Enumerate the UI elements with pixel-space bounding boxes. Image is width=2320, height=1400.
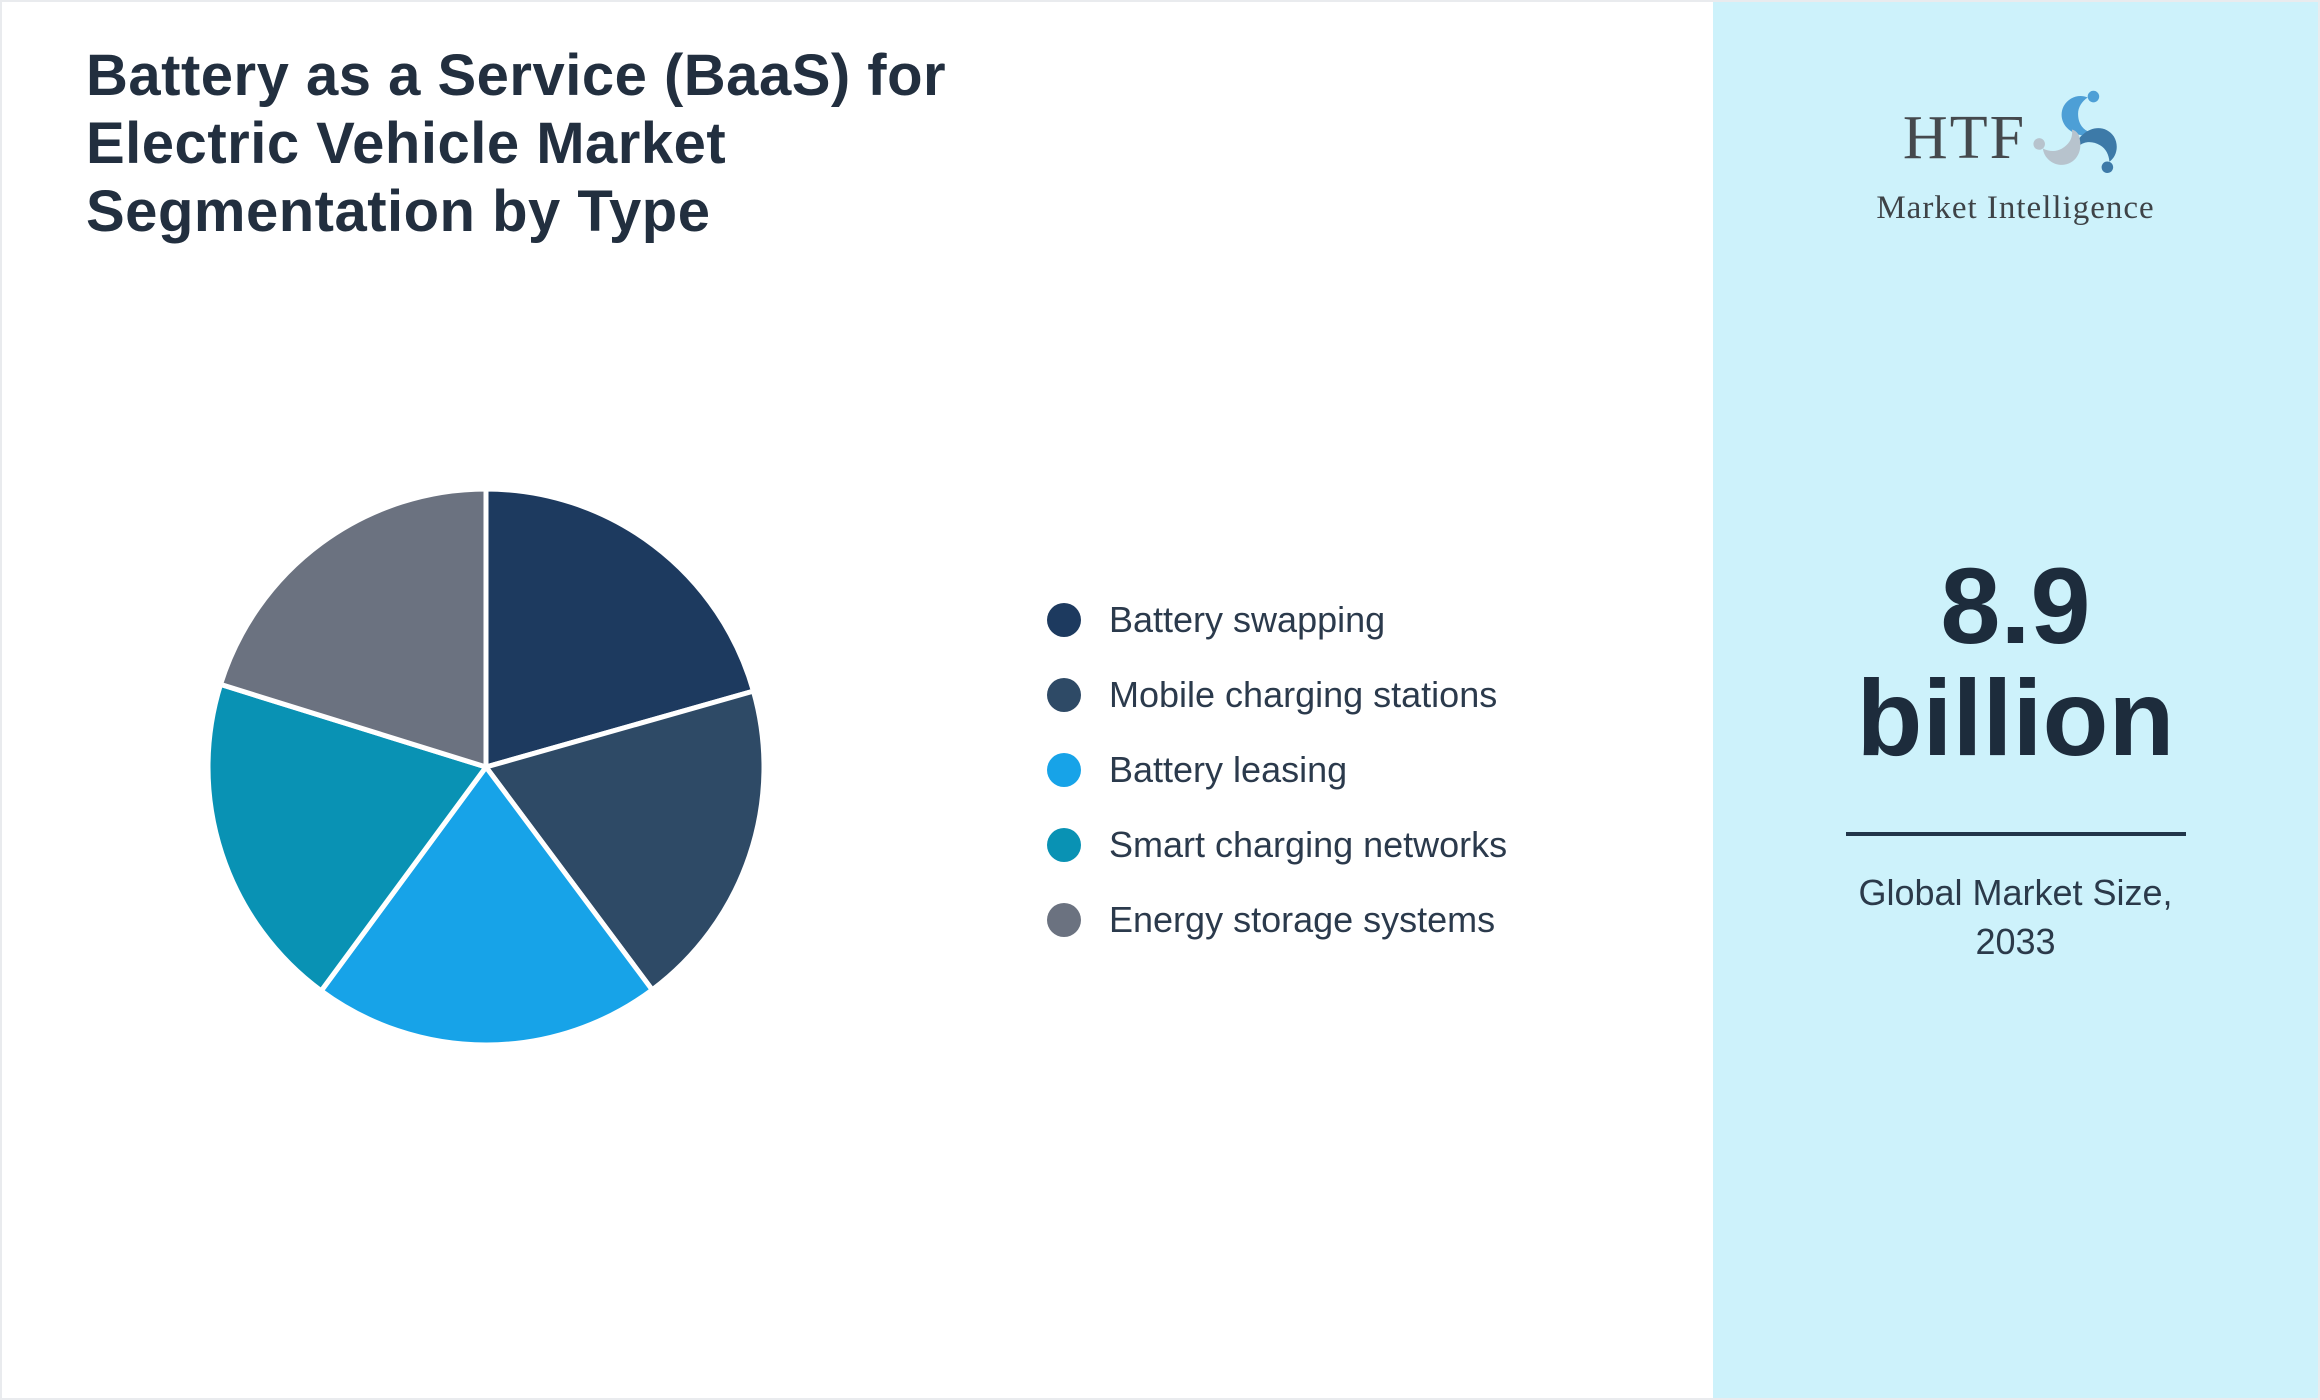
page-title: Battery as a Service (BaaS) for Electric… — [86, 43, 947, 244]
pie-slice-1 — [483, 486, 756, 770]
market-size-value: 8.9 billion — [1713, 550, 2318, 774]
legend-item: Smart charging networks — [1047, 807, 1507, 882]
htf-logo-subtext: Market Intelligence — [1876, 190, 2155, 226]
legend-item: Energy storage systems — [1047, 882, 1507, 957]
caption-line-2: 2033 — [1975, 921, 2056, 962]
legend-item-label: Mobile charging stations — [1109, 673, 1498, 715]
swirl-figure-top — [2061, 90, 2100, 136]
legend-swatch-icon — [1047, 752, 1081, 787]
market-size-divider — [1845, 832, 2186, 836]
pie-slice-2 — [483, 688, 767, 993]
legend: Battery swapping Mobile charging stations… — [1047, 582, 1507, 957]
legend-item-label: Energy storage systems — [1109, 898, 1496, 940]
htf-logo: HTF Market Intelligence — [1713, 90, 2318, 227]
market-size-value-unit: billion — [1856, 657, 2175, 778]
legend-swatch-icon — [1047, 677, 1081, 712]
legend-item: Mobile charging stations — [1047, 657, 1507, 732]
swirl-figure-right — [2078, 128, 2117, 173]
sidebar: HTF Market Intelligence — [1713, 2, 2318, 1398]
pie-slice-4 — [205, 681, 489, 994]
htf-logo-swirl-icon — [2033, 90, 2117, 173]
pie-slice-3 — [318, 764, 655, 1048]
legend-swatch-icon — [1047, 827, 1081, 862]
legend-item: Battery leasing — [1047, 732, 1507, 807]
htf-logo-row: HTF — [1903, 90, 2128, 186]
legend-swatch-icon — [1047, 602, 1081, 637]
htf-logo-text: HTF — [1902, 104, 2027, 172]
legend-item-label: Battery leasing — [1109, 748, 1348, 790]
market-size-value-number: 8.9 — [1940, 545, 2091, 666]
pie-slice-5 — [218, 486, 489, 770]
pie-chart — [205, 486, 767, 1048]
legend-swatch-icon — [1047, 902, 1081, 937]
legend-item: Battery swapping — [1047, 582, 1507, 657]
swirl-figure-left — [2033, 129, 2081, 165]
caption-line-1: Global Market Size, — [1858, 872, 2173, 913]
market-size-caption: Global Market Size, 2033 — [1713, 868, 2318, 966]
legend-item-label: Battery swapping — [1109, 598, 1386, 640]
legend-item-label: Smart charging networks — [1109, 823, 1508, 865]
